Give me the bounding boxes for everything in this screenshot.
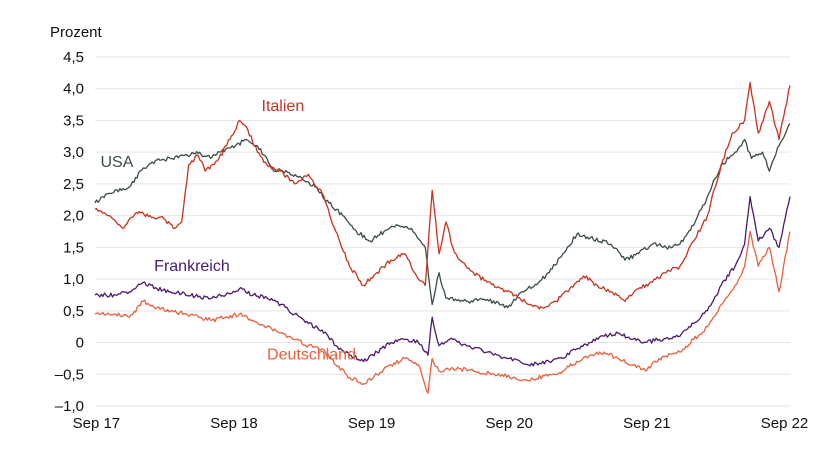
gridlines (95, 56, 790, 407)
series-label-italien: Italien (262, 98, 305, 115)
series-labels: Italien USA Frankreich Deutschland (101, 98, 356, 364)
y-tick-label: 0,5 (63, 303, 84, 320)
x-tick-label: Sep 21 (623, 415, 671, 432)
y-tick-label: 1,5 (63, 239, 84, 256)
y-tick-label: –1,0 (55, 398, 84, 415)
x-axis-ticks: Sep 17 Sep 18 Sep 19 Sep 20 Sep 21 Sep 22 (73, 415, 809, 432)
x-tick-label: Sep 20 (485, 415, 533, 432)
x-tick-label: Sep 19 (348, 415, 396, 432)
series-line-usa (94, 123, 791, 309)
y-tick-label: 3,0 (63, 144, 84, 161)
y-tick-label: 2,0 (63, 208, 84, 225)
y-tick-label: –0,5 (55, 366, 84, 383)
y-tick-label: 4,5 (63, 49, 84, 66)
series-line-italien (94, 81, 791, 310)
y-tick-label: 0 (76, 335, 84, 352)
series-lines (94, 81, 791, 394)
y-axis-unit-label: Prozent (50, 24, 103, 41)
series-label-usa: USA (101, 154, 134, 171)
series-line-frankreich (94, 195, 791, 367)
x-tick-label: Sep 17 (73, 415, 121, 432)
x-tick-label: Sep 22 (761, 415, 809, 432)
x-tick-label: Sep 18 (210, 415, 258, 432)
y-tick-label: 4,0 (63, 81, 84, 98)
y-tick-label: 3,5 (63, 112, 84, 129)
series-label-frankreich: Frankreich (154, 258, 230, 275)
y-tick-label: 1,0 (63, 271, 84, 288)
series-line-deutschland (94, 230, 791, 394)
series-label-deutschland: Deutschland (267, 347, 356, 364)
y-tick-label: 2,5 (63, 176, 84, 193)
y-axis-ticks: 4,5 4,0 3,5 3,0 2,5 2,0 1,5 1,0 0,5 0 –0,5 –1,0 (55, 49, 84, 415)
